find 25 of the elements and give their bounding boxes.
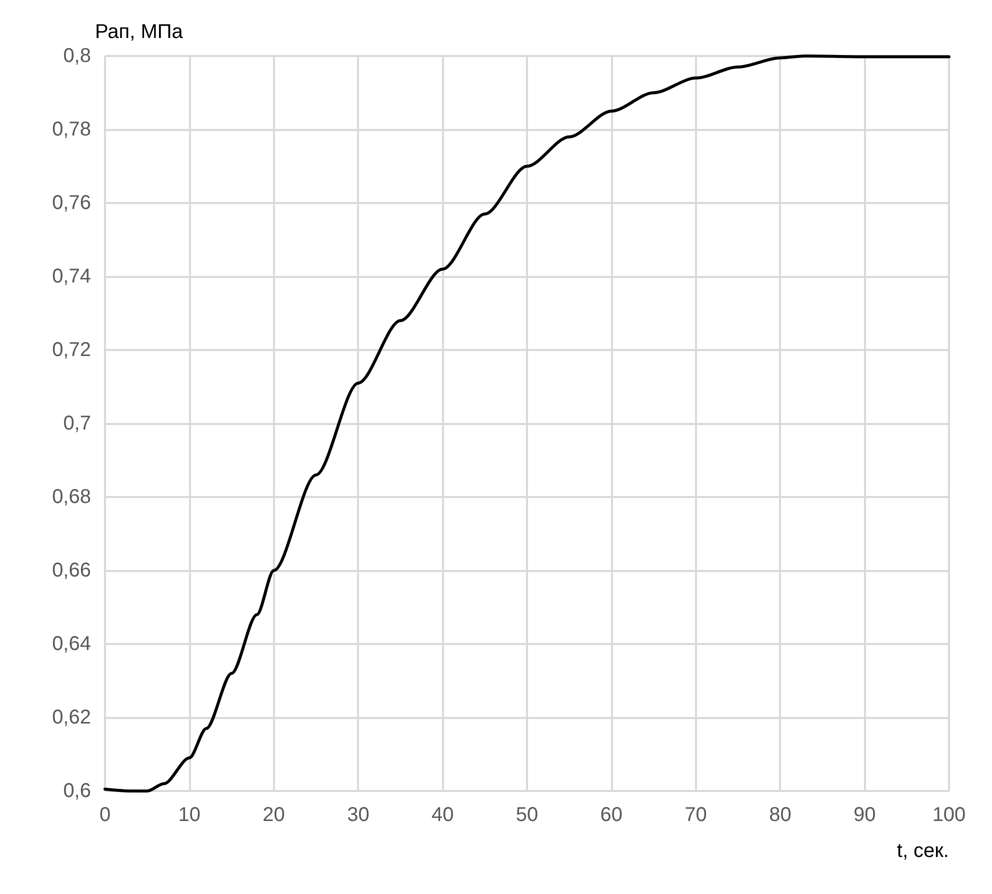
y-tick-label: 0,72 bbox=[52, 339, 91, 361]
y-tick-label: 0,78 bbox=[52, 118, 91, 140]
y-tick-label: 0,64 bbox=[52, 633, 91, 655]
x-axis-title: t, сек. bbox=[896, 840, 949, 862]
x-tick-label: 10 bbox=[178, 804, 201, 826]
y-tick-label: 0,6 bbox=[63, 780, 91, 802]
y-axis-title: Рап, МПа bbox=[95, 21, 184, 43]
y-tick-label: 0,68 bbox=[52, 486, 91, 508]
y-tick-label: 0,66 bbox=[52, 560, 91, 582]
x-tick-label: 50 bbox=[516, 804, 538, 826]
x-tick-label: 60 bbox=[600, 804, 623, 826]
line-series bbox=[104, 54, 950, 792]
x-tick-label: 20 bbox=[262, 804, 285, 826]
x-tick-label: 80 bbox=[769, 804, 792, 826]
y-tick-label: 0,74 bbox=[52, 266, 91, 288]
y-tick-label: 0,62 bbox=[52, 706, 91, 728]
y-tick-label: 0,7 bbox=[63, 412, 91, 434]
x-tick-label: 70 bbox=[684, 804, 707, 826]
x-tick-label: 90 bbox=[853, 804, 876, 826]
y-tick-label: 0,76 bbox=[52, 192, 91, 214]
x-tick-label: 0 bbox=[99, 804, 111, 826]
y-tick-label: 0,8 bbox=[63, 45, 91, 67]
x-tick-label: 100 bbox=[932, 804, 966, 826]
x-tick-label: 40 bbox=[431, 804, 454, 826]
x-tick-label: 30 bbox=[347, 804, 370, 826]
